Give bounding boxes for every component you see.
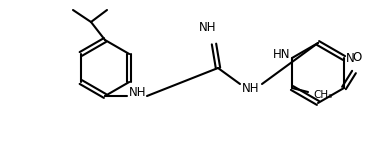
Text: N: N bbox=[346, 52, 355, 65]
Text: O: O bbox=[352, 51, 362, 64]
Text: NH: NH bbox=[129, 86, 147, 99]
Text: HN: HN bbox=[272, 48, 290, 61]
Text: NH: NH bbox=[242, 82, 260, 95]
Text: NH: NH bbox=[199, 21, 217, 34]
Text: CH₃: CH₃ bbox=[313, 90, 332, 100]
